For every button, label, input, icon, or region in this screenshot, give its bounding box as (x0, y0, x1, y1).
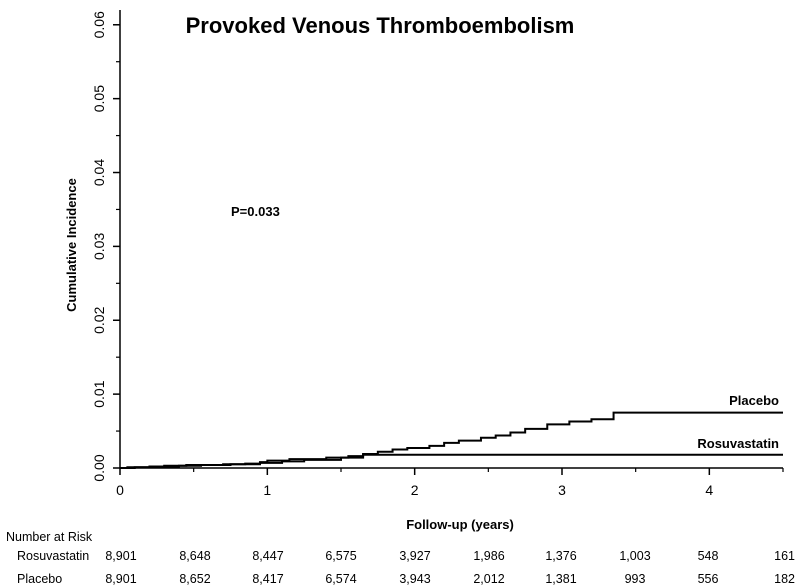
risk-cell: 8,901 (105, 549, 136, 563)
x-axis-label: Follow-up (years) (406, 517, 514, 532)
risk-cell: 182 (774, 572, 795, 586)
risk-cell: 1,986 (473, 549, 504, 563)
risk-cell: 8,648 (179, 549, 210, 563)
risk-cell: 6,575 (325, 549, 356, 563)
y-tick-label: 0.06 (91, 11, 107, 38)
risk-cell: 6,574 (325, 572, 356, 586)
risk-row-label: Rosuvastatin (17, 549, 89, 563)
risk-cell: 1,003 (619, 549, 650, 563)
x-tick-label: 4 (705, 482, 713, 498)
y-tick-label: 0.01 (91, 380, 107, 407)
x-tick-label: 0 (116, 482, 124, 498)
y-tick-label: 0.02 (91, 306, 107, 333)
risk-cell: 161 (774, 549, 795, 563)
series-group (120, 411, 783, 469)
series-label-placebo: Placebo (729, 393, 779, 408)
series-line-rosuvastatin (120, 453, 783, 469)
chart-title: Provoked Venous Thromboembolism (186, 13, 575, 38)
risk-cell: 556 (698, 572, 719, 586)
y-ticks: 0.00 0.01 0.02 0.03 0.04 0.05 0.06 (91, 11, 120, 482)
risk-cell: 993 (625, 572, 646, 586)
x-tick-label: 3 (558, 482, 566, 498)
axes (119, 10, 783, 469)
risk-cell: 8,652 (179, 572, 210, 586)
risk-cell: 8,447 (252, 549, 283, 563)
risk-cell: 3,927 (399, 549, 430, 563)
y-tick-label: 0.03 (91, 233, 107, 260)
risk-cell: 3,943 (399, 572, 430, 586)
risk-cell: 548 (698, 549, 719, 563)
series-label-rosuvastatin: Rosuvastatin (697, 436, 779, 451)
risk-cell: 2,012 (473, 572, 504, 586)
risk-cell: 1,381 (545, 572, 576, 586)
risk-cell: 8,417 (252, 572, 283, 586)
series-line-placebo (120, 411, 783, 469)
risk-cell: 1,376 (545, 549, 576, 563)
y-axis-label: Cumulative Incidence (64, 178, 79, 312)
risk-row-label: Placebo (17, 572, 62, 586)
risk-table-title: Number at Risk (6, 530, 93, 544)
risk-table: Rosuvastatin 8,901 8,648 8,447 6,575 3,927 1,9… (17, 549, 795, 586)
y-tick-label: 0.00 (91, 454, 107, 481)
x-tick-label: 1 (263, 482, 271, 498)
x-tick-label: 2 (411, 482, 419, 498)
risk-cell: 8,901 (105, 572, 136, 586)
y-tick-label: 0.05 (91, 85, 107, 112)
x-ticks: 0 1 2 3 4 (116, 468, 784, 498)
y-tick-label: 0.04 (91, 159, 107, 186)
p-value-annotation: P=0.033 (231, 204, 280, 219)
